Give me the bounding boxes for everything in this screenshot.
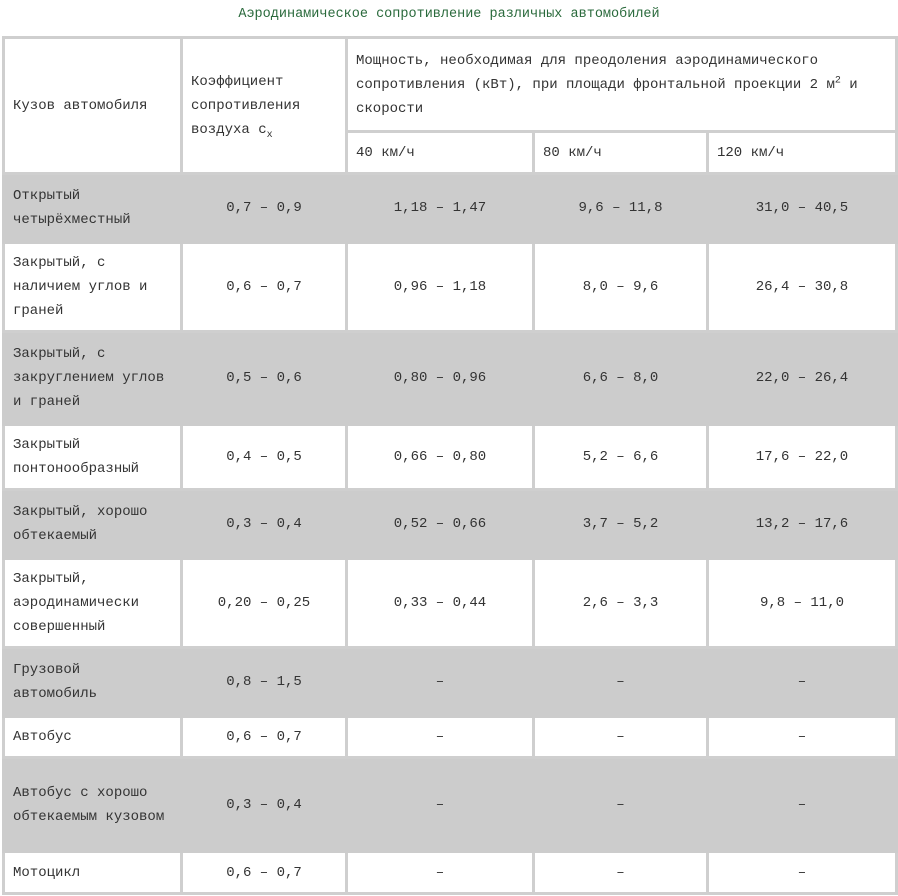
power-120-cell: 13,2 – 17,6: [706, 488, 898, 560]
power-40-cell: 0,33 – 0,44: [345, 557, 535, 649]
table-row: Закрытый, аэродинамически совершенный 0,2…: [2, 557, 898, 649]
power-40-cell: –: [345, 646, 535, 718]
power-40-cell: –: [345, 756, 535, 853]
header-power-superscript: 2: [834, 74, 841, 86]
power-120-cell: –: [706, 756, 898, 853]
body-type-cell: Грузовой автомобиль: [2, 646, 183, 718]
cx-cell: 0,4 – 0,5: [180, 423, 348, 491]
header-speed-40: 40 км/ч: [345, 130, 535, 175]
header-cx-text: Коэффициент сопротивления воздуха c: [191, 73, 301, 138]
power-120-cell: 26,4 – 30,8: [706, 241, 898, 333]
table-row: Закрытый, хорошо обтекаемый 0,3 – 0,4 0,52…: [2, 488, 898, 560]
body-type-cell: Закрытый, с закруглением углов и граней: [2, 330, 183, 426]
cx-cell: 0,8 – 1,5: [180, 646, 348, 718]
header-power-text: Мощность, необходимая для преодоления аэ…: [356, 52, 835, 93]
table-row: Закрытый понтонообразный 0,4 – 0,5 0,66 – …: [2, 423, 898, 491]
power-120-cell: –: [706, 646, 898, 718]
body-type-cell: Закрытый, аэродинамически совершенный: [2, 557, 183, 649]
power-40-cell: 0,66 – 0,80: [345, 423, 535, 491]
cx-cell: 0,7 – 0,9: [180, 172, 348, 244]
power-120-cell: 31,0 – 40,5: [706, 172, 898, 244]
header-cx-subscript: x: [266, 129, 273, 141]
power-40-cell: 0,52 – 0,66: [345, 488, 535, 560]
power-80-cell: 9,6 – 11,8: [532, 172, 709, 244]
power-40-cell: 0,96 – 1,18: [345, 241, 535, 333]
power-80-cell: 2,6 – 3,3: [532, 557, 709, 649]
power-120-cell: 22,0 – 26,4: [706, 330, 898, 426]
body-type-cell: Закрытый понтонообразный: [2, 423, 183, 491]
header-power-tail: и скорости: [356, 76, 858, 117]
table-row: Автобус с хорошо обтекаемым кузовом 0,3 –…: [2, 756, 898, 853]
body-type-cell: Автобус с хорошо обтекаемым кузовом: [2, 756, 183, 853]
body-type-cell: Автобус: [2, 715, 183, 759]
header-body-type: Кузов автомобиля: [2, 36, 183, 175]
power-80-cell: –: [532, 646, 709, 718]
cx-cell: 0,3 – 0,4: [180, 756, 348, 853]
cx-cell: 0,3 – 0,4: [180, 488, 348, 560]
power-120-cell: 9,8 – 11,0: [706, 557, 898, 649]
body-type-cell: Открытый четырёхместный: [2, 172, 183, 244]
cx-cell: 0,6 – 0,7: [180, 241, 348, 333]
table-row: Грузовой автомобиль 0,8 – 1,5– – –: [2, 646, 898, 718]
header-power: Мощность, необходимая для преодоления аэ…: [345, 36, 898, 133]
table-row: Мотоцикл 0,6 – 0,7– – –: [2, 850, 898, 895]
power-80-cell: –: [532, 756, 709, 853]
cx-cell: 0,5 – 0,6: [180, 330, 348, 426]
table-row: Автобус 0,6 – 0,7– – –: [2, 715, 898, 759]
header-speed-80: 80 км/ч: [532, 130, 709, 175]
power-40-cell: 0,80 – 0,96: [345, 330, 535, 426]
table-row: Закрытый, с наличием углов и граней 0,6 –…: [2, 241, 898, 333]
power-120-cell: –: [706, 715, 898, 759]
power-40-cell: –: [345, 850, 535, 895]
power-80-cell: 3,7 – 5,2: [532, 488, 709, 560]
body-type-cell: Закрытый, с наличием углов и граней: [2, 241, 183, 333]
power-80-cell: –: [532, 850, 709, 895]
cx-cell: 0,6 – 0,7: [180, 715, 348, 759]
header-speed-120: 120 км/ч: [706, 130, 898, 175]
aerodynamic-drag-table: Кузов автомобиля Коэффициент сопротивлен…: [2, 36, 898, 895]
cx-cell: 0,20 – 0,25: [180, 557, 348, 649]
power-120-cell: –: [706, 850, 898, 895]
power-80-cell: 5,2 – 6,6: [532, 423, 709, 491]
body-type-cell: Закрытый, хорошо обтекаемый: [2, 488, 183, 560]
table-row: Закрытый, с закруглением углов и граней 0…: [2, 330, 898, 426]
power-40-cell: –: [345, 715, 535, 759]
body-type-cell: Мотоцикл: [2, 850, 183, 895]
power-80-cell: –: [532, 715, 709, 759]
power-80-cell: 8,0 – 9,6: [532, 241, 709, 333]
power-80-cell: 6,6 – 8,0: [532, 330, 709, 426]
power-120-cell: 17,6 – 22,0: [706, 423, 898, 491]
cx-cell: 0,6 – 0,7: [180, 850, 348, 895]
header-cx: Коэффициент сопротивления воздуха cx: [180, 36, 348, 175]
table-row: Открытый четырёхместный 0,7 – 0,9 1,18 – 1…: [2, 172, 898, 244]
power-40-cell: 1,18 – 1,47: [345, 172, 535, 244]
table-title: Аэродинамическое сопротивление различных…: [238, 7, 660, 22]
